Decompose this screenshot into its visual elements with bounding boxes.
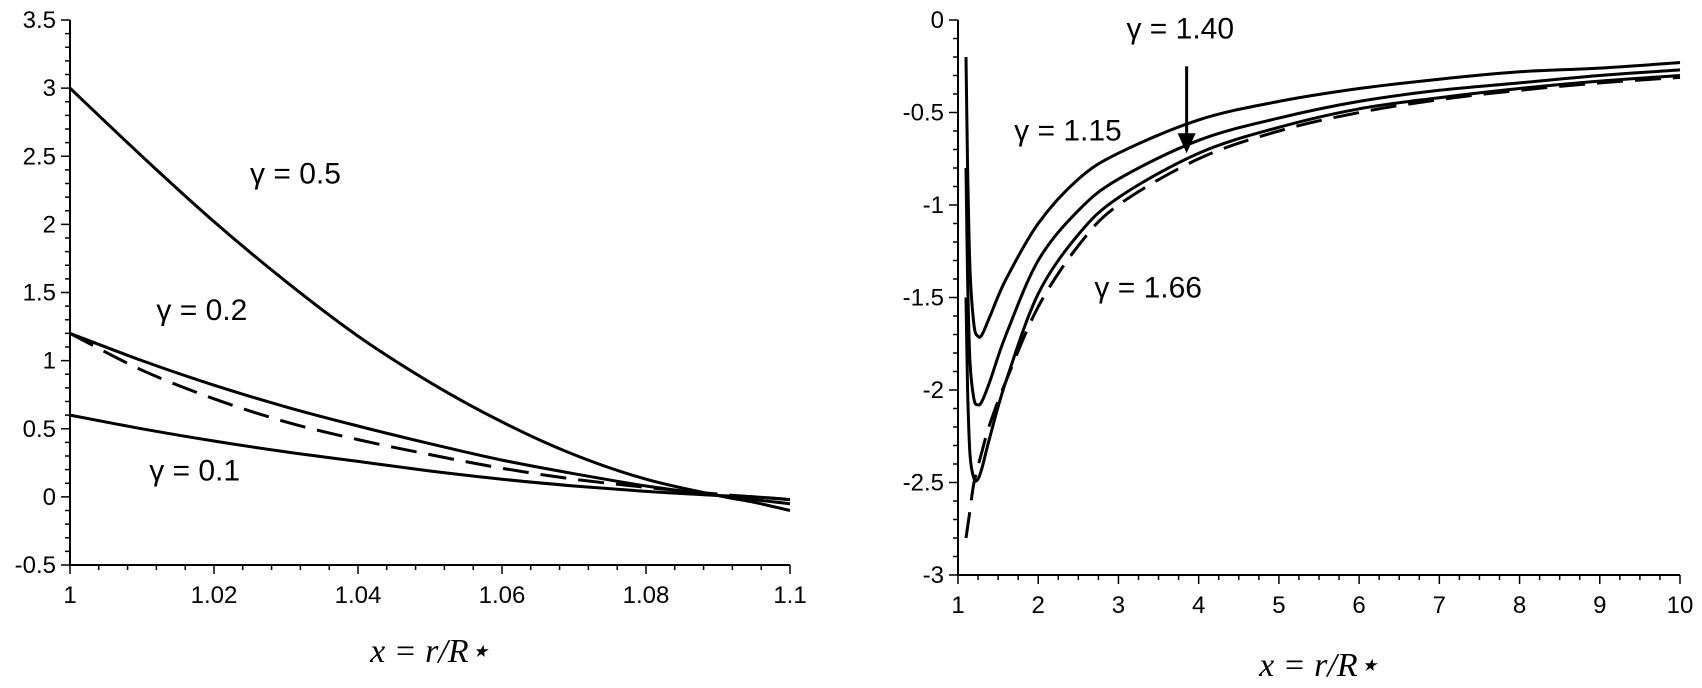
curve-label: γ = 0.5: [250, 158, 341, 191]
arrow-head: [1177, 133, 1196, 154]
x-tick-label: 10: [1667, 592, 1694, 619]
y-tick-label: 0: [43, 484, 56, 511]
y-tick-label: -3: [923, 562, 944, 589]
y-tick-label: -1.5: [903, 285, 944, 312]
y-tick-label: 3.5: [23, 7, 56, 34]
curve-label: γ = 1.15: [1014, 114, 1122, 147]
y-tick-label: 0.5: [23, 416, 56, 443]
x-tick-label: 8: [1513, 592, 1526, 619]
x-tick-label: 2: [1032, 592, 1045, 619]
chart-panel-2: 1 2 3 4 5 6 7 8 9 10 -3 -2.5 -2 -1.5 -1 -0.5 0 γ = 1.40 γ …: [903, 7, 1694, 684]
curve-label: γ = 0.2: [156, 294, 247, 327]
series-line-1: [964, 56, 1681, 339]
x-axis-label: x = r/R⋆: [369, 633, 490, 670]
y-tick-label: 2: [43, 211, 56, 238]
x-tick-label: 5: [1272, 592, 1285, 619]
y-tick-label: 1: [43, 348, 56, 375]
y-tick-label: 1.5: [23, 280, 56, 307]
x-tick-label: 9: [1593, 592, 1606, 619]
chart-panel-1: 1 1.02 1.04 1.06 1.08 1.1 -0.5 0 0.5 1 1.5 2 2.5 3 3.5…: [15, 7, 807, 670]
x-tick-label: 1.08: [623, 582, 670, 609]
x-tick-label: 1.1: [773, 582, 806, 609]
x-tick-label: 1.02: [191, 582, 238, 609]
y-tick-label: -2.5: [903, 470, 944, 497]
curve-label: γ = 1.66: [1094, 272, 1202, 305]
x-tick-label: 1.06: [479, 582, 526, 609]
y-tick-label: 3: [43, 75, 56, 102]
series-line-3: [964, 74, 1681, 483]
x-tick-label: 1: [63, 582, 76, 609]
series-line-2: [964, 68, 1681, 407]
curve-label: γ = 0.1: [149, 455, 240, 488]
x-tick-label: 4: [1192, 592, 1205, 619]
y-tick-label: 2.5: [23, 143, 56, 170]
y-tick-label: -0.5: [903, 100, 944, 127]
y-tick-label: -2: [923, 377, 944, 404]
x-tick-label: 3: [1112, 592, 1125, 619]
y-tick-label: -1: [923, 192, 944, 219]
x-axis-label: x = r/R⋆: [1258, 647, 1379, 684]
x-tick-label: 6: [1352, 592, 1365, 619]
x-tick-label: 1: [951, 592, 964, 619]
dashed-series-line: [964, 75, 1681, 539]
y-tick-label: -0.5: [15, 552, 56, 579]
curve-label: γ = 1.40: [1126, 13, 1234, 46]
y-tick-label: 0: [931, 7, 944, 34]
x-tick-label: 7: [1433, 592, 1446, 619]
series-line-4: [69, 413, 791, 502]
x-tick-label: 1.04: [335, 582, 382, 609]
